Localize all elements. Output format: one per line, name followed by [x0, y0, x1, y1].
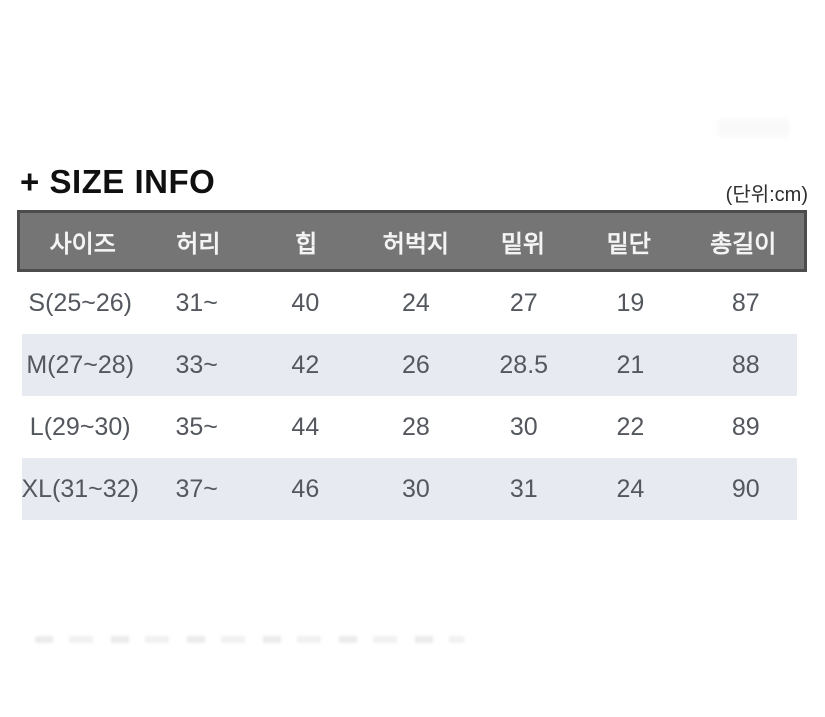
measurement-cell: 24 [402, 288, 430, 317]
measurement-cell: 28 [402, 412, 430, 441]
measurement-cell: 40 [291, 288, 320, 317]
faint-smudge [718, 119, 790, 137]
measurement-cell: 22 [616, 412, 645, 441]
measurement-cell: 89 [731, 412, 760, 441]
measurement-cell: 46 [291, 474, 320, 503]
measurement-cell: 27 [509, 288, 538, 317]
measurement-cell: 21 [616, 350, 645, 379]
column-header: 허리 [176, 230, 221, 258]
measurement-cell: 88 [731, 350, 760, 379]
measurement-cell: 31 [509, 474, 538, 503]
measurement-cell: 26 [402, 350, 430, 379]
size-label-cell: XL(31~32) [21, 474, 139, 503]
measurement-cell: 42 [291, 350, 320, 379]
measurement-cell: 87 [731, 288, 760, 317]
column-header: 밑단 [606, 230, 651, 258]
column-header: 사이즈 [49, 230, 116, 258]
measurement-cell: 33~ [175, 350, 218, 379]
unit-label: (단위:cm) [725, 184, 808, 206]
page-title: + SIZE INFO [20, 163, 216, 200]
table-row: L(29~30) 35~ 44 28 30 22 89 [17, 396, 807, 458]
measurement-cell: 19 [616, 288, 645, 317]
measurement-cell: 30 [509, 412, 538, 441]
table-row: XL(31~32) 37~ 46 30 31 24 90 [17, 458, 807, 520]
size-label-cell: S(25~26) [28, 288, 132, 317]
size-table: 사이즈 허리 힙 허벅지 밑위 밑단 총길이 S(25~26) 31~ 40 24 27 19 87 M(… [17, 210, 807, 520]
cutoff-text-remnant [35, 636, 465, 643]
table-body: S(25~26) 31~ 40 24 27 19 87 M(27~28) 33~ 42 26 28.5… [17, 272, 807, 520]
column-header: 총길이 [710, 230, 777, 258]
table-row: M(27~28) 33~ 42 26 28.5 21 88 [17, 334, 807, 396]
column-header: 허벅지 [382, 230, 450, 258]
measurement-cell: 90 [731, 474, 760, 503]
measurement-cell: 37~ [175, 474, 218, 503]
measurement-cell: 35~ [175, 412, 218, 441]
measurement-cell: 28.5 [499, 350, 549, 379]
measurement-cell: 44 [291, 412, 320, 441]
measurement-cell: 24 [616, 474, 645, 503]
size-label-cell: L(29~30) [29, 412, 131, 441]
measurement-cell: 30 [402, 474, 430, 503]
header-row: 사이즈 허리 힙 허벅지 밑위 밑단 총길이 [17, 210, 807, 272]
measurement-cell: 31~ [175, 288, 218, 317]
size-label-cell: M(27~28) [26, 350, 135, 379]
table-row: S(25~26) 31~ 40 24 27 19 87 [17, 272, 807, 334]
column-header: 힙 [295, 230, 318, 258]
column-header: 밑위 [500, 230, 545, 258]
